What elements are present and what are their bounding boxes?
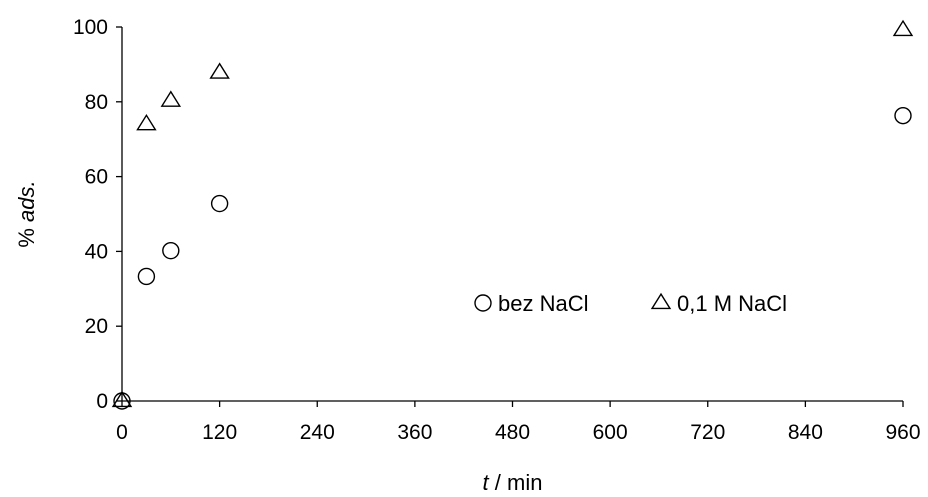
- x-tick-label: 840: [788, 421, 823, 444]
- x-tick-label: 480: [495, 421, 530, 444]
- x-tick-label: 0: [116, 421, 128, 444]
- legend-marker-circle: [474, 294, 492, 312]
- x-tick-label: 120: [202, 421, 237, 444]
- x-axis-title: t / min: [483, 470, 543, 495]
- x-tick-label: 600: [593, 421, 628, 444]
- point-0-1m-nacl: [892, 19, 914, 37]
- y-tick-label: 100: [73, 16, 108, 39]
- y-axis-title: % ads.: [14, 180, 39, 247]
- x-axis-title-italic: t: [483, 470, 490, 495]
- y-tick-label: 60: [85, 166, 108, 189]
- axes: [121, 27, 903, 402]
- y-tick-label: 0: [96, 390, 108, 413]
- x-tick-label: 960: [885, 421, 920, 444]
- y-tick-label: 40: [85, 240, 108, 263]
- point-0-1m-nacl: [160, 90, 182, 107]
- legend: bez NaCl 0,1 M NaCl: [474, 291, 787, 316]
- data-markers: [111, 19, 914, 410]
- x-axis-title-rest: / min: [489, 470, 543, 495]
- point-0-1m-nacl: [209, 62, 230, 79]
- x-tick-label: 240: [300, 421, 335, 444]
- legend-label-bez-nacl: bez NaCl: [498, 291, 588, 316]
- x-tick-label: 720: [690, 421, 725, 444]
- x-tick-label: 360: [397, 421, 432, 444]
- point-0-1m-nacl: [136, 113, 157, 131]
- legend-label-0-1m-nacl: 0,1 M NaCl: [677, 291, 787, 316]
- point-bez-nacl: [137, 267, 156, 286]
- legend-marker-triangle: [650, 292, 672, 310]
- y-tick-label: 20: [85, 315, 108, 338]
- point-bez-nacl: [894, 106, 912, 125]
- y-ticks: 0 20 40 60 80 100: [73, 16, 122, 413]
- y-tick-label: 80: [85, 91, 108, 114]
- x-ticks: 0 120 240 360 480 600 720 840 960: [116, 401, 921, 444]
- point-bez-nacl: [162, 241, 180, 260]
- point-0-1m-nacl: [111, 390, 133, 408]
- y-axis-title-plain: %: [14, 222, 39, 248]
- y-axis-title-italic: ads.: [14, 180, 39, 222]
- point-bez-nacl: [210, 194, 229, 213]
